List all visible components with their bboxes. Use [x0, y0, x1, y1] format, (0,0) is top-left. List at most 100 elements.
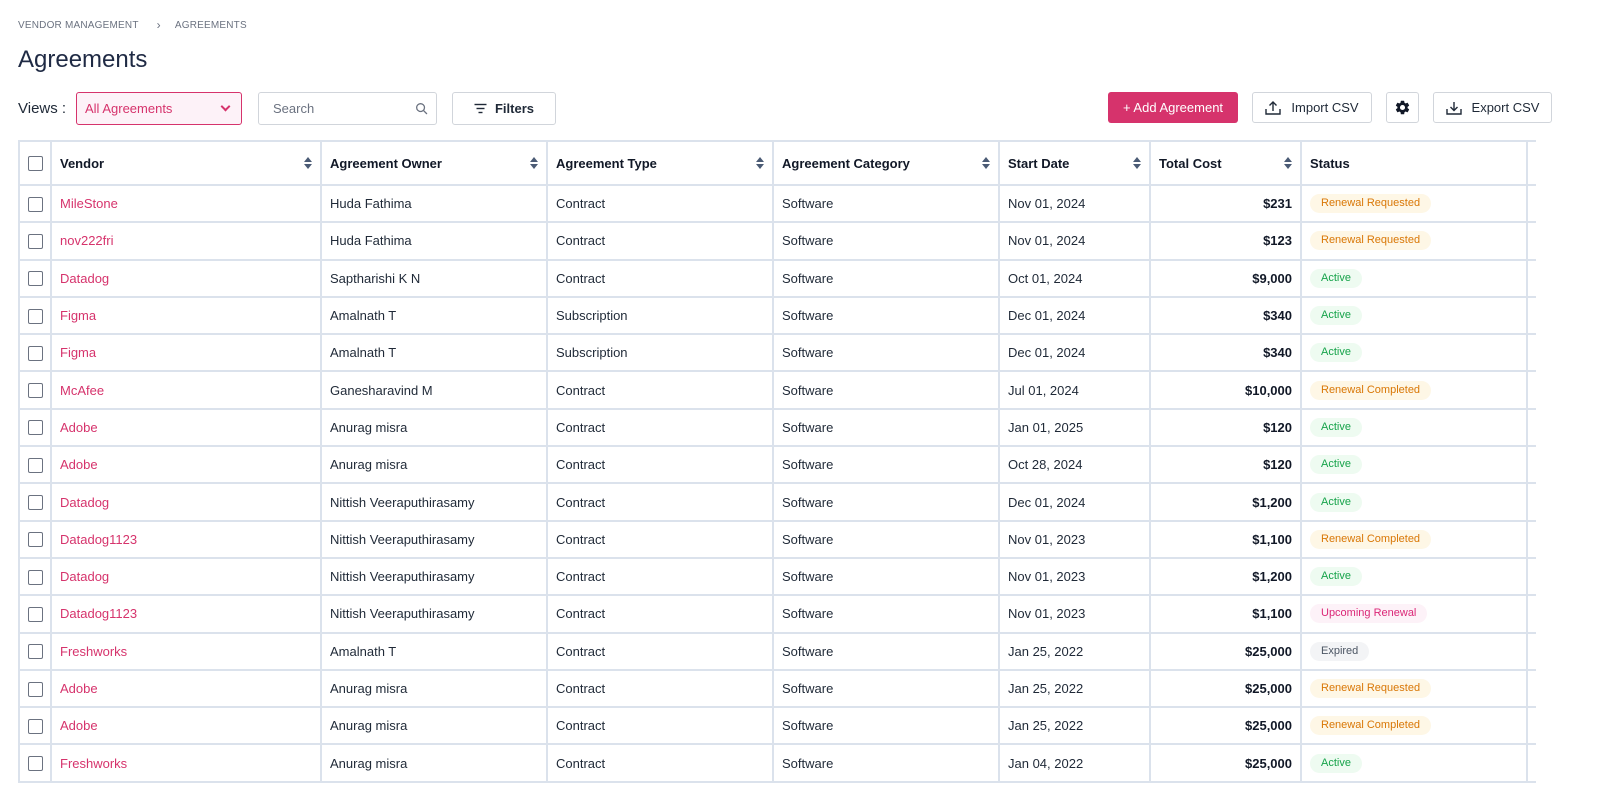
vendor-cell: Freshworks	[50, 743, 322, 783]
sort-icon[interactable]	[1284, 157, 1292, 169]
row-checkbox[interactable]	[27, 569, 43, 585]
agreements-table-container[interactable]: Vendor Agreement Owner Agreement Type Ag…	[18, 140, 1536, 795]
table-row[interactable]: Adobe Anurag misra Contract Software Jan 01,…	[18, 407, 1536, 448]
sort-icon[interactable]	[530, 157, 538, 169]
row-checkbox[interactable]	[27, 756, 43, 772]
column-header-agreement-category[interactable]: Agreement Category	[772, 140, 1000, 186]
row-checkbox[interactable]	[27, 233, 43, 249]
column-header-vendor[interactable]: Vendor	[50, 140, 322, 186]
row-select-cell	[18, 183, 52, 224]
row-checkbox[interactable]	[27, 532, 43, 548]
page-title: Agreements	[18, 46, 148, 73]
vendor-link[interactable]: Freshworks	[60, 755, 128, 771]
add-agreement-button[interactable]: + Add Agreement	[1108, 92, 1238, 123]
start-date-cell: Dec 01, 2024	[998, 482, 1151, 522]
vendor-cell: Figma	[50, 295, 322, 336]
overflow-cell	[1526, 445, 1536, 485]
table-row[interactable]: nov222fri Huda Fathima Contract Software Nov…	[18, 221, 1536, 261]
row-checkbox[interactable]	[27, 495, 43, 511]
table-row[interactable]: Datadog Nittish Veeraputhirasamy Contract S…	[18, 482, 1536, 522]
row-checkbox[interactable]	[27, 420, 43, 436]
type-cell: Contract	[546, 221, 774, 261]
table-row[interactable]: Datadog Saptharishi K N Contract Software Oc…	[18, 258, 1536, 298]
vendor-link[interactable]: MileStone	[60, 196, 118, 212]
table-body: MileStone Huda Fathima Contract Software Nov…	[18, 183, 1536, 783]
vendor-link[interactable]: Datadog	[60, 270, 110, 286]
vendor-link[interactable]: nov222fri	[60, 233, 114, 249]
status-badge: Renewal Completed	[1310, 529, 1432, 549]
row-checkbox[interactable]	[27, 457, 43, 473]
table-row[interactable]: McAfee Ganesharavind M Contract Software Jul…	[18, 370, 1536, 410]
vendor-cell: Datadog1123	[50, 594, 322, 634]
row-checkbox[interactable]	[27, 644, 43, 660]
table-row[interactable]: Datadog1123 Nittish Veeraputhirasamy Contr…	[18, 519, 1536, 559]
table-row[interactable]: Figma Amalnath T Subscription Software Dec 0…	[18, 333, 1536, 373]
column-header-agreement-type[interactable]: Agreement Type	[546, 140, 774, 186]
vendor-link[interactable]: Datadog	[60, 494, 110, 510]
export-csv-button[interactable]: Export CSV	[1433, 92, 1552, 123]
vendor-link[interactable]: Adobe	[60, 718, 98, 734]
select-all-checkbox[interactable]	[27, 156, 43, 172]
owner-cell: Anurag misra	[320, 706, 548, 746]
start-date-cell: Nov 01, 2024	[998, 183, 1151, 224]
column-header-total-cost[interactable]: Total Cost	[1149, 140, 1302, 186]
vendor-cell: nov222fri	[50, 221, 322, 261]
table-row[interactable]: Datadog Nittish Veeraputhirasamy Contract S…	[18, 556, 1536, 597]
vendor-link[interactable]: Adobe	[60, 681, 98, 696]
vendor-link[interactable]: Freshworks	[60, 643, 128, 659]
column-header-agreement-owner[interactable]: Agreement Owner	[320, 140, 548, 186]
table-row[interactable]: MileStone Huda Fathima Contract Software Nov…	[18, 183, 1536, 224]
views-select[interactable]: All Agreements	[76, 92, 242, 125]
row-checkbox[interactable]	[27, 383, 43, 399]
vendor-link[interactable]: Figma	[60, 345, 97, 361]
vendor-link[interactable]: Datadog	[60, 569, 110, 585]
agreements-table: Vendor Agreement Owner Agreement Type Ag…	[18, 140, 1536, 783]
total-cost-cell: $25,000	[1149, 668, 1302, 709]
vendor-link[interactable]: Datadog1123	[60, 531, 138, 547]
search-icon[interactable]	[415, 102, 428, 115]
column-header-label: Status	[1310, 155, 1350, 171]
views-label: Views :	[18, 100, 67, 117]
total-cost-cell: $340	[1149, 295, 1302, 336]
total-cost-cell: $1,200	[1149, 482, 1302, 522]
row-checkbox[interactable]	[27, 196, 43, 212]
vendor-link[interactable]: Datadog1123	[60, 606, 138, 622]
breadcrumb-vendor-management[interactable]: VENDOR MANAGEMENT	[18, 19, 139, 31]
row-checkbox[interactable]	[27, 308, 43, 324]
total-cost-cell: $340	[1149, 333, 1302, 373]
sort-icon[interactable]	[304, 157, 312, 169]
import-csv-button[interactable]: Import CSV	[1252, 92, 1372, 123]
table-row[interactable]: Freshworks Amalnath T Contract Software Jan …	[18, 631, 1536, 671]
sort-icon[interactable]	[756, 157, 764, 169]
row-checkbox[interactable]	[27, 345, 43, 361]
category-cell: Software	[772, 482, 1000, 522]
table-row[interactable]: Datadog1123 Nittish Veeraputhirasamy Contr…	[18, 594, 1536, 634]
filters-button[interactable]: Filters	[452, 92, 556, 125]
sort-icon[interactable]	[1133, 157, 1141, 169]
header-select-all-cell	[18, 140, 52, 186]
vendor-link[interactable]: Figma	[60, 308, 97, 324]
status-cell: Upcoming Renewal	[1300, 594, 1528, 634]
table-row[interactable]: Adobe Anurag misra Contract Software Jan 25,…	[18, 706, 1536, 746]
row-checkbox[interactable]	[27, 606, 43, 622]
table-row[interactable]: Freshworks Anurag misra Contract Software Ja…	[18, 743, 1536, 783]
status-cell: Active	[1300, 482, 1528, 522]
total-cost-cell: $25,000	[1149, 743, 1302, 783]
sort-icon[interactable]	[982, 157, 990, 169]
table-row[interactable]: Figma Amalnath T Subscription Software Dec 0…	[18, 295, 1536, 336]
total-cost-cell: $1,100	[1149, 519, 1302, 559]
overflow-cell	[1526, 258, 1536, 298]
settings-button[interactable]	[1386, 92, 1419, 123]
row-checkbox[interactable]	[27, 681, 43, 697]
search-box[interactable]	[258, 92, 437, 125]
row-checkbox[interactable]	[27, 271, 43, 287]
table-row[interactable]: Adobe Anurag misra Contract Software Oct 28,…	[18, 445, 1536, 485]
search-input[interactable]	[273, 101, 403, 116]
column-header-start-date[interactable]: Start Date	[998, 140, 1151, 186]
vendor-link[interactable]: McAfee	[60, 382, 105, 398]
row-checkbox[interactable]	[27, 718, 43, 734]
breadcrumb-agreements: AGREEMENTS	[174, 19, 247, 31]
vendor-link[interactable]: Adobe	[60, 419, 98, 435]
vendor-link[interactable]: Adobe	[60, 457, 98, 473]
table-row[interactable]: Adobe Anurag misra Contract Software Jan 25,…	[18, 668, 1536, 709]
